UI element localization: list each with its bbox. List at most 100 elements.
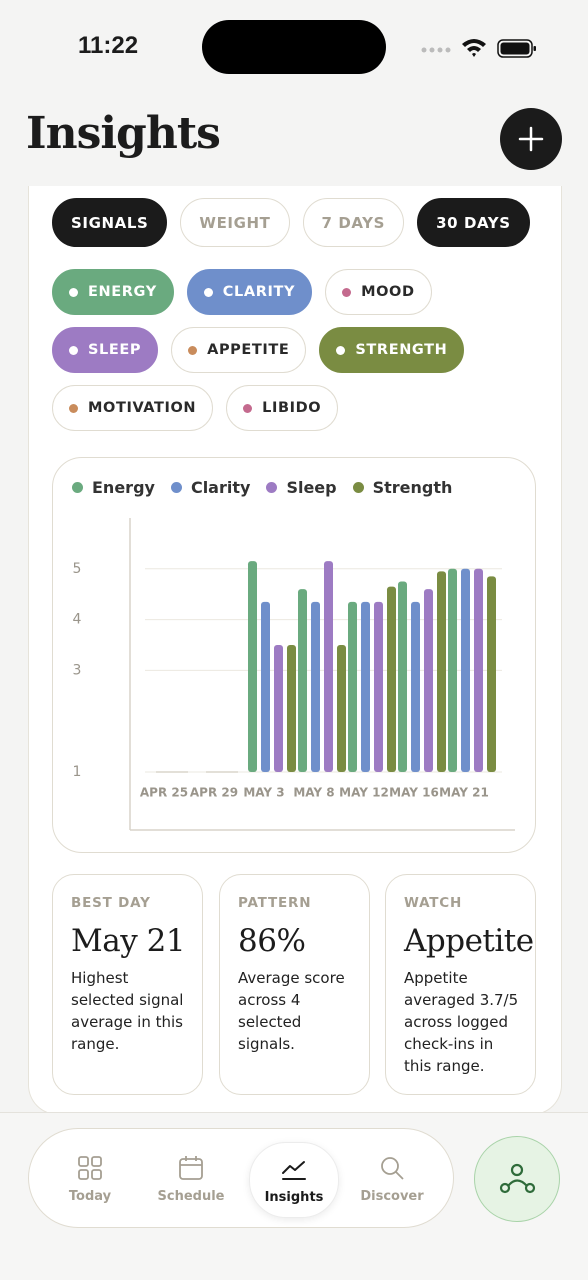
filter-row: SIGNALS WEIGHT 7 DAYS 30 DAYS: [52, 198, 540, 247]
signal-chip[interactable]: APPETITE: [171, 327, 307, 373]
legend-item: Clarity: [170, 478, 251, 497]
nav-item[interactable]: Schedule: [147, 1142, 235, 1216]
y-tick-label: 4: [73, 612, 82, 628]
stat-label: WATCH: [404, 895, 463, 911]
signal-label: STRENGTH: [355, 342, 448, 358]
nav-label: Discover: [360, 1188, 424, 1204]
bar: [411, 601, 420, 772]
signal-dot: [203, 287, 213, 297]
x-tick-label: MAY 8: [293, 786, 334, 800]
filter-chip[interactable]: SIGNALS: [52, 198, 168, 247]
y-tick-label: 3: [73, 662, 82, 678]
legend-swatch: [170, 482, 182, 493]
schedule-icon: [179, 1155, 203, 1180]
nav-label: Schedule: [157, 1188, 225, 1204]
signal-label: ENERGY: [88, 284, 157, 300]
bar: [324, 561, 333, 772]
status-time: 11:22: [78, 32, 139, 59]
bar: [311, 601, 320, 772]
page-title: Insights: [26, 108, 221, 159]
dynamic-island: [202, 20, 386, 74]
stat-label: BEST DAY: [71, 895, 151, 911]
x-tick-label: MAY 12: [339, 786, 389, 800]
stat-label: PATTERN: [238, 895, 312, 911]
y-tick-label: 1: [73, 764, 82, 780]
legend-swatch: [266, 482, 278, 493]
legend-item: Sleep: [266, 478, 337, 497]
stat-card: WATCH Appetite Appetite averaged 3.7/5 acr…: [385, 874, 536, 1095]
bar: [487, 576, 496, 772]
nav-item[interactable]: Insights: [249, 1142, 339, 1218]
x-tick-label: APR 29: [190, 786, 238, 800]
signal-chip[interactable]: MOOD: [325, 269, 432, 315]
legend-swatch: [352, 482, 364, 493]
x-tick-label: MAY 16: [389, 786, 439, 800]
x-tick-label: MAY 21: [439, 786, 489, 800]
bar: [248, 561, 257, 772]
bar: [261, 601, 270, 772]
add-icon: [518, 126, 544, 152]
bar: [424, 589, 433, 772]
chart: 1 3 4 5 APR 25 APR 29 MAY 3 MAY 8 MAY 12 MAY 16 MA…: [73, 518, 515, 831]
stat-text: Appetite averaged 3.7/5 across logged ch…: [404, 969, 519, 1075]
signal-dot: [188, 345, 198, 355]
legend: Energy Clarity Sleep Strength: [72, 478, 452, 497]
stat-card: BEST DAY May 21 Highest selected signal av…: [52, 874, 203, 1095]
bar: [287, 645, 296, 772]
stat-value: May 21: [71, 923, 186, 959]
stat-text: Average score across 4 selected signals.: [238, 969, 345, 1053]
bar: [274, 645, 283, 772]
stat-value: Appetite: [404, 923, 534, 959]
signal-chip[interactable]: ENERGY: [52, 269, 174, 315]
x-tick-label: MAY 3: [243, 786, 284, 800]
signal-label: LIBIDO: [262, 400, 322, 416]
signal-label: MOOD: [361, 284, 415, 300]
filter-chip[interactable]: 7 DAYS: [302, 198, 405, 247]
connect-icon: [499, 1163, 536, 1194]
signal-dot: [69, 403, 78, 413]
legend-item: Strength: [352, 478, 453, 497]
bar: [437, 571, 446, 772]
signal-dot: [342, 287, 352, 297]
signal-chip[interactable]: STRENGTH: [319, 327, 465, 373]
signal-label: MOTIVATION: [88, 400, 197, 416]
bar: [474, 568, 483, 772]
signal-chips: ENERGY CLARITY MOOD SLEEP APPETITE STRENGTH MO…: [52, 269, 532, 431]
legend-swatch: [72, 482, 83, 493]
insights-icon: [282, 1160, 306, 1180]
bar: [337, 645, 346, 772]
bar: [298, 589, 307, 772]
signal-dot: [336, 345, 346, 355]
signal-dot: [69, 287, 78, 297]
connect-button[interactable]: [474, 1136, 560, 1222]
filter-chip[interactable]: WEIGHT: [180, 198, 290, 247]
signal-label: APPETITE: [207, 342, 290, 358]
y-tick-label: 5: [73, 561, 82, 577]
bar: [448, 568, 457, 772]
nav-item[interactable]: Today: [46, 1142, 134, 1216]
filter-chip[interactable]: 30 DAYS: [417, 198, 530, 247]
x-tick-label: APR 25: [140, 786, 188, 800]
add-button[interactable]: [500, 108, 562, 170]
signal-dot: [69, 345, 78, 355]
status-icons: [421, 39, 536, 58]
bar: [398, 581, 407, 772]
bar: [387, 586, 396, 772]
legend-label: Strength: [372, 478, 453, 497]
legend-item: Energy: [72, 478, 155, 497]
signal-chip[interactable]: LIBIDO: [226, 385, 339, 431]
signal-chip[interactable]: SLEEP: [52, 327, 159, 373]
signal-label: CLARITY: [222, 284, 296, 300]
stat-text: Highest selected signal average in this …: [71, 969, 184, 1053]
signal-chip[interactable]: CLARITY: [186, 269, 313, 315]
signal-chip[interactable]: MOTIVATION: [52, 385, 214, 431]
bar: [361, 601, 370, 772]
today-icon: [78, 1155, 102, 1180]
nav-item[interactable]: Discover: [348, 1142, 436, 1216]
legend-label: Sleep: [286, 478, 337, 497]
legend-label: Clarity: [190, 478, 251, 497]
bar: [374, 601, 383, 772]
bar: [461, 568, 470, 772]
bar: [348, 601, 357, 772]
